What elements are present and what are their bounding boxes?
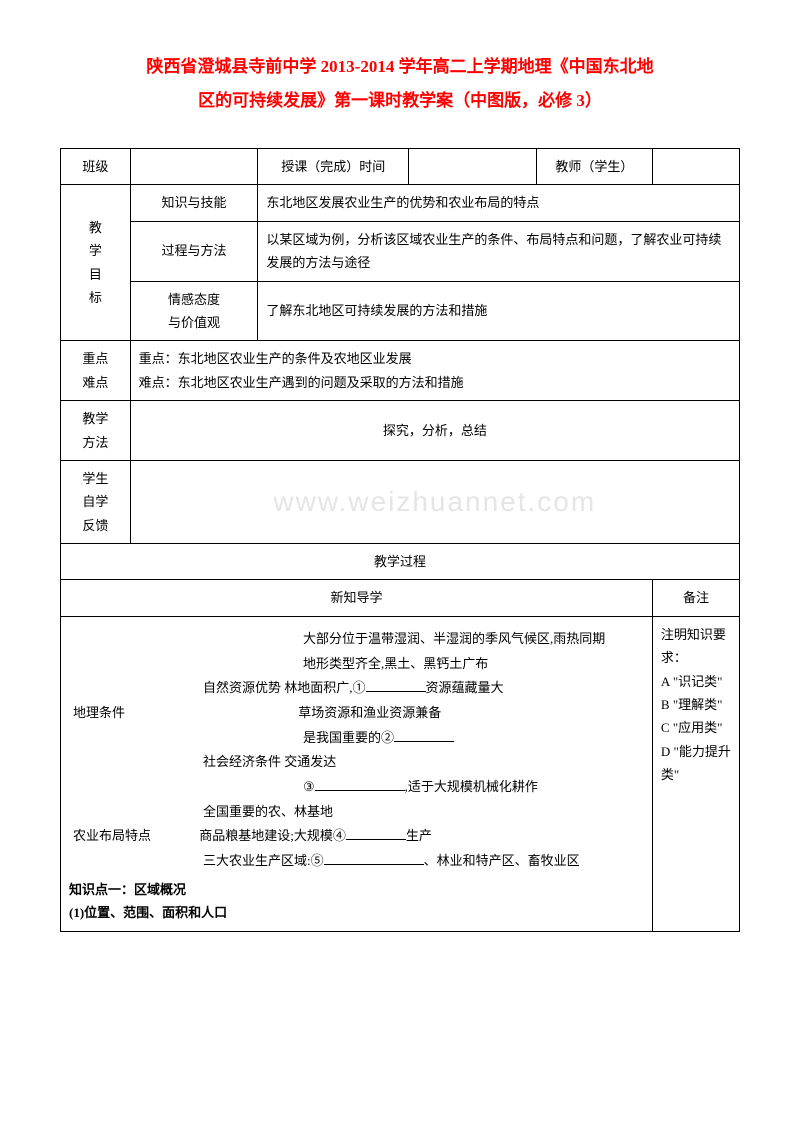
obj-row2-label: 过程与方法 bbox=[130, 221, 258, 281]
method-content: 探究，分析，总结 bbox=[130, 401, 739, 461]
objectives-label: 教学目标 bbox=[61, 185, 131, 341]
layout-item-3: 三大农业生产区域:⑤、林业和特产区、畜牧业区 bbox=[73, 849, 640, 874]
watermark: www.weizhuannet.com bbox=[273, 477, 596, 527]
time-value bbox=[409, 149, 537, 185]
nature-item-2: 地形类型齐全,黑土、黑钙土广布 bbox=[73, 652, 640, 677]
teacher-value bbox=[652, 149, 739, 185]
blank-1 bbox=[366, 691, 426, 692]
teacher-label: 教师（学生） bbox=[536, 149, 652, 185]
obj-row3-label: 情感态度 与价值观 bbox=[130, 281, 258, 341]
obj-row1-label: 知识与技能 bbox=[130, 185, 258, 221]
notes-content: 注明知识要求： A "识记类" B "理解类" C "应用类" D "能力提升类… bbox=[652, 616, 739, 931]
class-value bbox=[130, 149, 258, 185]
feedback-label: 学生 自学 反馈 bbox=[61, 460, 131, 543]
nature-item-1: 大部分位于温带湿润、半湿润的季风气候区,雨热同期 bbox=[73, 627, 640, 652]
keypoints-content: 重点：东北地区农业生产的条件及农地区业发展 难点：东北地区农业生产遇到的问题及采… bbox=[130, 341, 739, 401]
kp1-title: 知识点一：区域概况 bbox=[69, 878, 644, 901]
title-line-2: 区的可持续发展》第一课时教学案（中图版，必修 3） bbox=[60, 84, 740, 118]
blank-3 bbox=[315, 790, 405, 791]
title-line-1: 陕西省澄城县寺前中学 2013-2014 学年高二上学期地理《中国东北地 bbox=[60, 50, 740, 84]
obj-row3-content: 了解东北地区可持续发展的方法和措施 bbox=[258, 281, 740, 341]
obj-row2-content: 以某区域为例，分析该区域农业生产的条件、布局特点和问题，了解农业可持续发展的方法… bbox=[258, 221, 740, 281]
notes-header: 备注 bbox=[652, 580, 739, 616]
lesson-plan-table: 班级 授课（完成）时间 教师（学生） 教学目标 知识与技能 东北地区发展农业生产… bbox=[60, 148, 740, 932]
content-main: 大部分位于温带湿润、半湿润的季风气候区,雨热同期 地形类型齐全,黑土、黑钙土广布… bbox=[61, 616, 653, 931]
blank-2 bbox=[394, 741, 454, 742]
blank-4 bbox=[346, 839, 406, 840]
nature-row: 自然资源优势 林地面积广,①资源蕴藏量大 bbox=[73, 676, 640, 701]
social-item-1: 是我国重要的② bbox=[73, 726, 640, 751]
blank-5 bbox=[324, 864, 424, 865]
obj-row1-content: 东北地区发展农业生产的优势和农业布局的特点 bbox=[258, 185, 740, 221]
time-label: 授课（完成）时间 bbox=[258, 149, 409, 185]
method-label: 教学 方法 bbox=[61, 401, 131, 461]
new-learning-header: 新知导学 bbox=[61, 580, 653, 616]
geo-row: 地理条件 草场资源和渔业资源兼备 bbox=[73, 701, 640, 726]
social-row: 社会经济条件 交通发达 bbox=[73, 750, 640, 775]
class-label: 班级 bbox=[61, 149, 131, 185]
layout-item-1: 全国重要的农、林基地 bbox=[73, 800, 640, 825]
layout-row: 农业布局特点 商品粮基地建设;大规模④生产 bbox=[73, 824, 640, 849]
kp1-sub: (1)位置、范围、面积和人口 bbox=[69, 901, 644, 924]
feedback-content: www.weizhuannet.com bbox=[130, 460, 739, 543]
process-header: 教学过程 bbox=[61, 544, 740, 580]
social-item-3: ③,适于大规模机械化耕作 bbox=[73, 775, 640, 800]
keypoints-label: 重点 难点 bbox=[61, 341, 131, 401]
